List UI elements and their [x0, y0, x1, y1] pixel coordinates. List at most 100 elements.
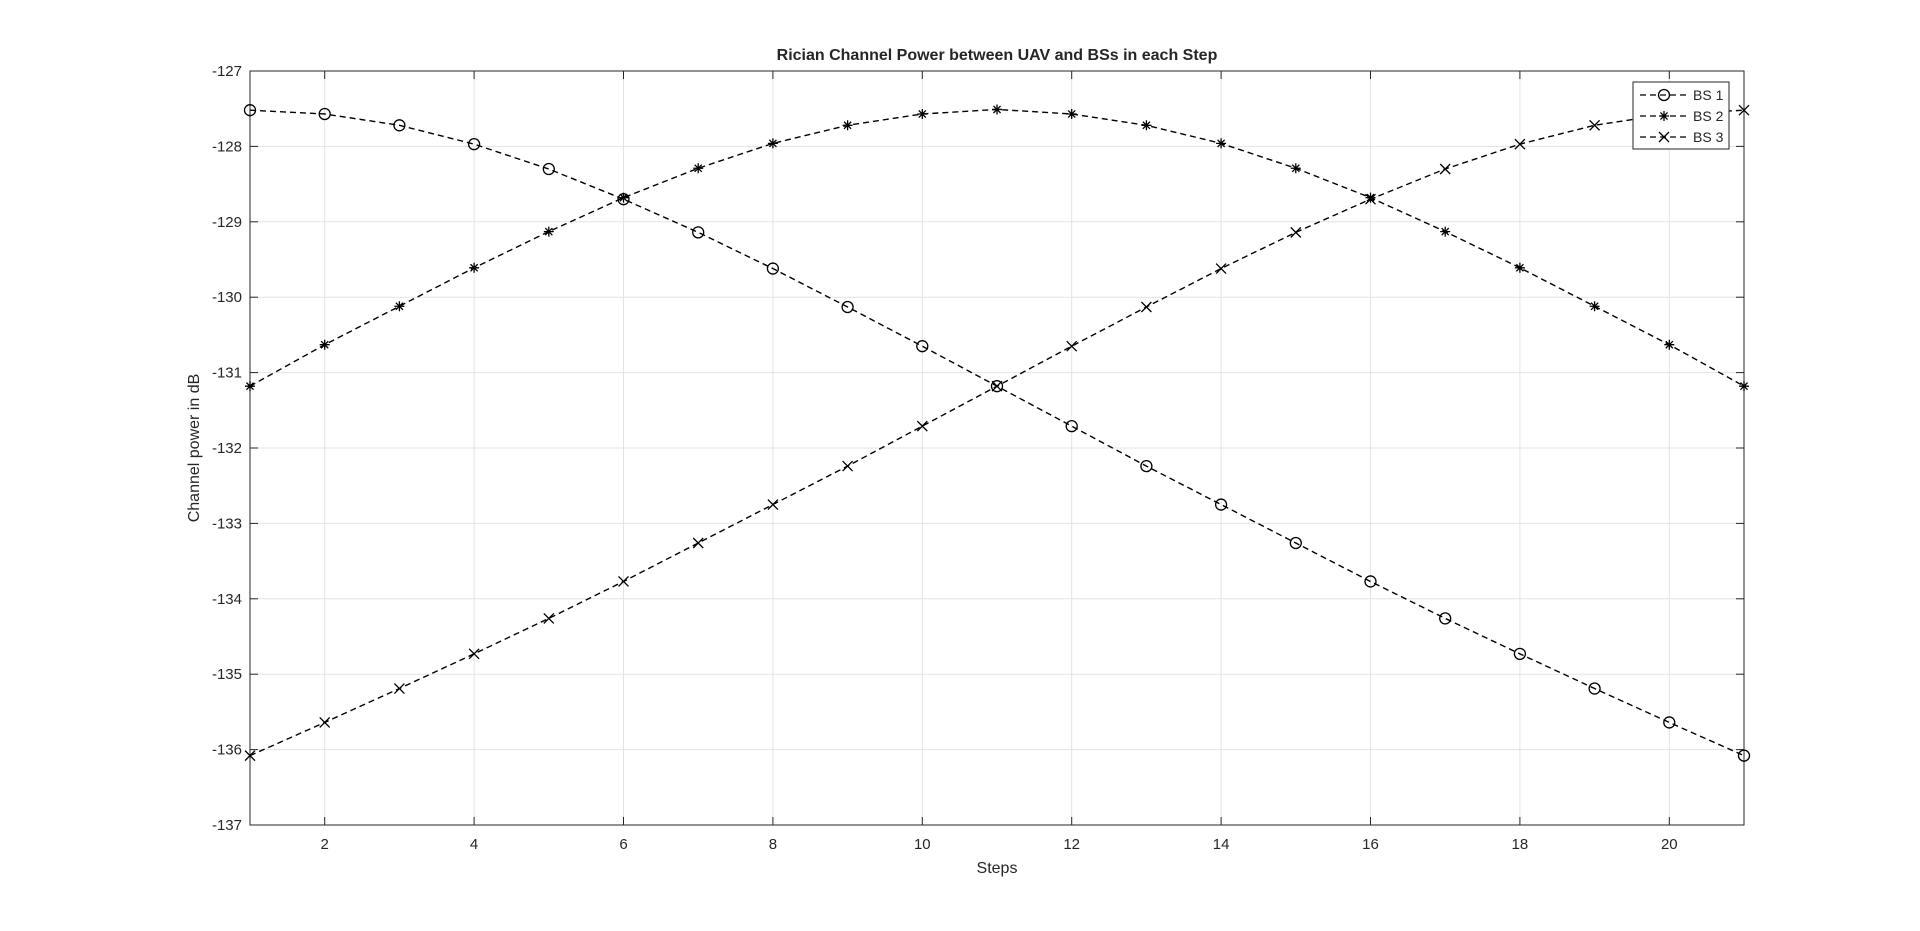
series-bs2	[245, 104, 1749, 392]
data-point-bs1	[1439, 612, 1452, 625]
data-point-bs2	[245, 381, 255, 392]
data-point-bs3	[692, 537, 704, 549]
y-tick-label: -128	[212, 138, 242, 155]
legend-item-bs2: BS 2	[1640, 108, 1724, 124]
axis-ticks: 2 4 6 8 10 12 14 16 18 20 -127 -128 -129 -130 -131 -132…	[212, 63, 1744, 853]
data-point-bs1	[1214, 498, 1228, 511]
y-tick-label: -129	[212, 214, 242, 231]
x-tick-label: 12	[1063, 836, 1080, 853]
data-point-bs2	[1589, 301, 1600, 312]
data-point-bs3	[842, 460, 854, 472]
legend-label-bs3: BS 3	[1693, 129, 1724, 145]
legend-label-bs1: BS 1	[1693, 87, 1724, 103]
legend-marker-bs2	[1659, 111, 1669, 121]
x-tick-label: 16	[1362, 836, 1379, 853]
y-tick-label: -132	[212, 440, 242, 457]
series-bs3	[244, 104, 1750, 762]
x-tick-label: 14	[1213, 836, 1230, 853]
data-point-bs3	[543, 612, 555, 624]
data-point-bs1	[841, 300, 854, 314]
data-point-bs2	[469, 262, 480, 273]
data-point-bs2	[1514, 262, 1525, 273]
data-point-bs3	[1439, 163, 1451, 175]
data-point-bs3	[468, 648, 480, 660]
data-point-bs3	[319, 716, 331, 728]
data-point-bs1	[393, 119, 406, 132]
x-tick-label: 8	[769, 836, 777, 853]
data-point-bs2	[1365, 192, 1376, 203]
data-point-bs1	[916, 340, 929, 353]
data-point-bs1	[318, 107, 331, 121]
data-point-bs2	[319, 339, 330, 350]
data-point-bs2	[693, 163, 704, 174]
data-point-bs2	[917, 108, 928, 119]
data-point-bs1	[467, 137, 481, 151]
data-point-bs2	[767, 138, 778, 149]
y-tick-label: -133	[212, 515, 242, 532]
legend-marker-bs3	[1658, 131, 1670, 143]
data-point-bs2	[1290, 163, 1301, 174]
data-point-bs1	[1588, 682, 1601, 695]
y-tick-label: -127	[212, 63, 242, 80]
x-tick-label: 20	[1661, 836, 1678, 853]
data-point-bs2	[842, 120, 853, 131]
data-point-bs1	[692, 226, 705, 239]
legend-item-bs1: BS 1	[1640, 87, 1724, 103]
data-point-bs3	[1066, 340, 1078, 352]
data-point-bs1	[766, 262, 780, 275]
y-tick-label: -134	[212, 591, 242, 608]
data-point-bs3	[618, 575, 629, 587]
x-axis-label: Steps	[977, 860, 1018, 877]
y-tick-label: -135	[212, 666, 242, 683]
x-tick-label: 6	[619, 836, 627, 853]
x-tick-label: 10	[914, 836, 931, 853]
data-point-bs1	[1513, 647, 1527, 660]
legend-item-bs3: BS 3	[1640, 129, 1724, 145]
y-tick-label: -136	[212, 742, 242, 759]
data-point-bs1	[542, 162, 555, 176]
data-point-bs2	[992, 104, 1002, 115]
data-point-bs1	[1364, 575, 1377, 588]
y-tick-label: -131	[212, 365, 242, 382]
data-point-bs1	[1737, 749, 1751, 762]
data-point-bs2	[543, 226, 554, 237]
data-point-bs2	[1066, 108, 1077, 119]
series-layer	[243, 104, 1751, 762]
data-point-bs3	[767, 499, 779, 511]
data-point-bs2	[618, 192, 629, 203]
data-point-bs1	[1289, 536, 1302, 550]
data-point-bs3	[1290, 226, 1302, 238]
data-point-bs1	[990, 380, 1004, 393]
y-tick-label: -137	[212, 817, 242, 834]
legend: BS 1 BS 2 BS 3	[1632, 81, 1730, 150]
x-tick-label: 2	[321, 836, 329, 853]
data-point-bs2	[1739, 381, 1749, 392]
data-point-bs3	[916, 420, 928, 432]
data-point-bs2	[1440, 226, 1451, 237]
data-point-bs3	[1738, 104, 1750, 116]
y-tick-label: -130	[212, 289, 242, 306]
data-point-bs3	[1215, 263, 1227, 275]
data-point-bs1	[1065, 419, 1078, 433]
data-point-bs3	[244, 750, 256, 762]
data-point-bs2	[1216, 138, 1227, 149]
legend-marker-bs1	[1657, 88, 1671, 102]
data-point-bs3	[393, 683, 405, 694]
data-point-bs2	[1141, 120, 1152, 131]
data-point-bs3	[991, 380, 1003, 392]
data-point-bs1	[1140, 459, 1153, 473]
y-axis-label: Channel power in dB	[186, 374, 203, 523]
data-point-bs1	[243, 104, 257, 117]
data-point-bs1	[1663, 716, 1676, 729]
data-point-bs3	[1365, 193, 1376, 205]
data-point-bs2	[1664, 339, 1675, 350]
legend-label-bs2: BS 2	[1693, 108, 1724, 124]
x-tick-label: 4	[470, 836, 478, 853]
x-tick-label: 18	[1512, 836, 1529, 853]
chart-title: Rician Channel Power between UAV and BSs…	[777, 47, 1218, 64]
data-point-bs3	[1514, 138, 1526, 150]
data-point-bs2	[394, 301, 405, 312]
data-point-bs3	[1589, 119, 1601, 131]
